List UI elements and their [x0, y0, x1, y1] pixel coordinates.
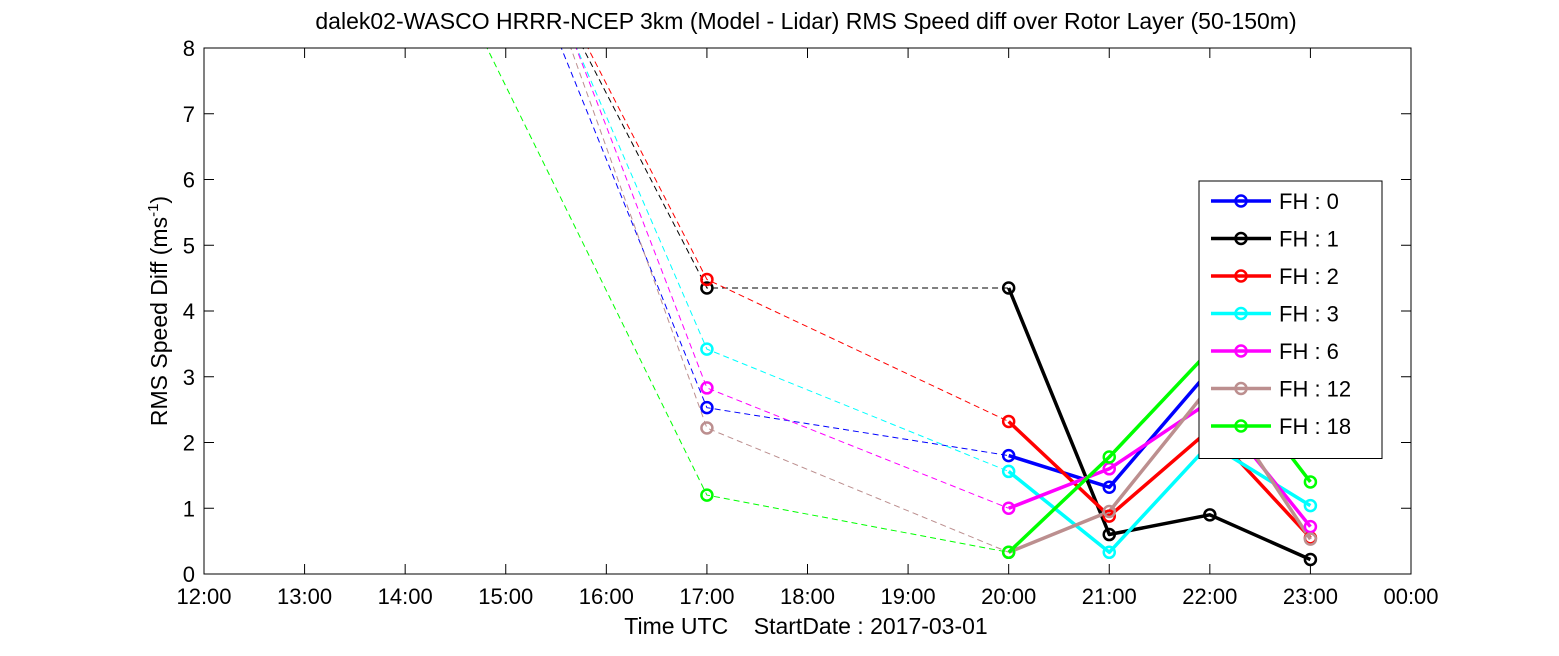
x-tick-label: 18:00 [780, 584, 835, 609]
legend-box [1198, 180, 1383, 459]
x-tick-label: 21:00 [1082, 584, 1137, 609]
legend-label: FH : 12 [1279, 377, 1351, 402]
series-line-dashed [560, 48, 1009, 457]
x-tick-label: 17:00 [679, 584, 734, 609]
data-point [700, 421, 714, 435]
data-point [700, 342, 714, 356]
data-point [1001, 545, 1016, 560]
x-tick-label: 19:00 [881, 584, 936, 609]
legend-label: FH : 3 [1279, 302, 1339, 327]
data-point [700, 281, 714, 295]
data-point [1102, 504, 1116, 519]
x-tick-label: 16:00 [579, 584, 634, 609]
data-point [1303, 532, 1318, 546]
y-tick-label: 0 [183, 562, 195, 587]
x-tick-label: 22:00 [1182, 584, 1237, 609]
legend-swatch-marker [1234, 381, 1248, 396]
series-line-dashed [570, 48, 1009, 553]
legend-swatch-marker [1234, 269, 1248, 283]
legend-swatch-marker [1234, 344, 1248, 358]
x-tick-label: 15:00 [478, 584, 533, 609]
chart-title: dalek02-WASCO HRRR-NCEP 3km (Model - Lid… [315, 8, 1296, 34]
series-line-dashed [582, 48, 1009, 289]
legend-label: FH : 2 [1279, 264, 1339, 289]
legend-swatch-marker [1234, 231, 1248, 246]
series-line-dashed [576, 48, 1009, 472]
series-line-dashed [486, 48, 1009, 553]
data-point [1102, 480, 1116, 494]
legend-label: FH : 1 [1279, 227, 1339, 252]
legend-swatch-marker [1234, 306, 1248, 321]
data-point [700, 488, 714, 502]
data-point [1001, 501, 1016, 515]
x-tick-label: 13:00 [277, 584, 332, 609]
data-point [1001, 281, 1016, 295]
series-line-dashed [575, 48, 1009, 509]
data-point [1303, 498, 1318, 513]
y-tick-label: 6 [183, 168, 195, 193]
y-tick-label: 5 [183, 233, 195, 258]
x-tick-label: 14:00 [378, 584, 433, 609]
data-point [1102, 527, 1116, 542]
data-point [1001, 448, 1016, 463]
y-tick-label: 3 [183, 365, 195, 390]
data-point [1102, 450, 1116, 464]
data-point [700, 381, 714, 395]
data-point [700, 400, 714, 415]
data-point [1001, 414, 1016, 429]
data-point [1001, 464, 1016, 479]
legend: FH : 0 FH : 1 FH : 2 FH : 3 FH : 6 FH : 12 FH … [1198, 180, 1383, 459]
legend-label: FH : 18 [1279, 414, 1351, 439]
y-tick-label: 2 [183, 431, 195, 456]
data-point [1203, 508, 1217, 522]
series-line [1007, 420, 1312, 539]
series-line [1007, 287, 1312, 562]
data-point [1102, 509, 1116, 523]
data-point [1303, 475, 1318, 489]
legend-swatch-marker [1234, 194, 1248, 208]
x-tick-label: 00:00 [1383, 584, 1438, 609]
y-axis-label: RMS Speed Diff (ms-1) [145, 196, 172, 426]
data-point [1303, 519, 1318, 534]
series-line [1007, 442, 1312, 555]
legend-label: FH : 6 [1279, 339, 1339, 364]
y-tick-label: 7 [183, 102, 195, 127]
x-tick-label: 20:00 [981, 584, 1036, 609]
x-tick-label: 12:00 [176, 584, 231, 609]
axis-layer: 12:00 13:00 14:00 15:00 16:00 17:00 18:00 19:00… [176, 36, 1438, 609]
x-tick-label: 23:00 [1283, 584, 1338, 609]
legend-label: FH : 0 [1279, 189, 1339, 214]
series-line [1008, 384, 1312, 554]
series-layer [486, 48, 1318, 567]
y-tick-label: 8 [183, 36, 195, 61]
x-axis-label: Time UTC StartDate : 2017-03-01 [624, 613, 987, 639]
series-line-dashed [587, 48, 1009, 422]
data-point [700, 272, 714, 287]
legend-swatch-marker [1234, 419, 1248, 433]
y-tick-label: 1 [183, 496, 195, 521]
y-tick-label: 4 [183, 299, 195, 324]
data-point [1102, 545, 1116, 560]
